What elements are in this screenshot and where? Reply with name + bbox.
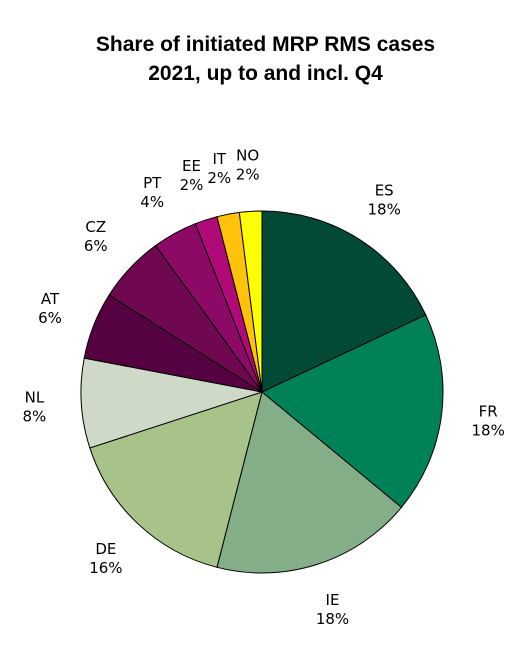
slice-label-name: NL bbox=[25, 388, 45, 406]
slice-label-value: 2% bbox=[180, 176, 204, 194]
slice-label-value: 6% bbox=[38, 309, 62, 327]
chart-title-line-1: Share of initiated MRP RMS cases bbox=[95, 33, 436, 56]
chart-title: Share of initiated MRP RMS cases 2021, u… bbox=[0, 30, 531, 88]
slice-label-value: 6% bbox=[84, 237, 108, 255]
slice-label-name: EE bbox=[182, 157, 201, 175]
slice-label-value: 18% bbox=[472, 422, 505, 440]
pie-slice-es bbox=[261, 210, 427, 393]
slice-label-at: AT 6% bbox=[38, 290, 62, 327]
pie-slice-no bbox=[238, 210, 263, 393]
slice-label-value: 2% bbox=[236, 165, 260, 183]
slice-label-nl: NL 8% bbox=[23, 388, 47, 425]
slice-label-value: 18% bbox=[368, 201, 401, 219]
pie-slice-de bbox=[89, 391, 263, 568]
slice-label-name: ES bbox=[375, 182, 394, 200]
chart-title-line-2: 2021, up to and incl. Q4 bbox=[148, 62, 383, 85]
slice-label-es: ES 18% bbox=[368, 182, 401, 219]
slice-label-pt: PT 4% bbox=[140, 174, 164, 211]
slice-label-name: DE bbox=[95, 540, 116, 558]
slice-label-value: 18% bbox=[316, 610, 349, 628]
slice-label-name: CZ bbox=[85, 218, 106, 236]
slice-label-value: 8% bbox=[23, 407, 47, 425]
slice-label-cz: CZ 6% bbox=[84, 218, 108, 255]
slice-label-de: DE 16% bbox=[89, 540, 122, 577]
slice-label-name: IT bbox=[213, 150, 227, 168]
slice-label-name: IE bbox=[326, 591, 340, 609]
pie-slice-fr bbox=[261, 314, 444, 509]
slice-label-name: AT bbox=[41, 290, 60, 308]
slice-label-name: NO bbox=[236, 146, 259, 164]
slice-label-fr: FR 18% bbox=[472, 403, 505, 440]
slice-label-value: 16% bbox=[89, 559, 122, 577]
pie-slice-nl bbox=[80, 357, 263, 449]
pie-slice-ie bbox=[216, 391, 403, 574]
slice-label-value: 2% bbox=[207, 169, 231, 187]
slice-label-no: NO 2% bbox=[236, 146, 260, 183]
slice-label-it: IT 2% bbox=[207, 150, 231, 187]
slice-label-name: PT bbox=[143, 174, 162, 192]
slice-label-value: 4% bbox=[140, 193, 164, 211]
slice-label-name: FR bbox=[479, 403, 498, 421]
slice-label-ee: EE 2% bbox=[180, 157, 204, 194]
slice-label-ie: IE 18% bbox=[316, 591, 349, 628]
